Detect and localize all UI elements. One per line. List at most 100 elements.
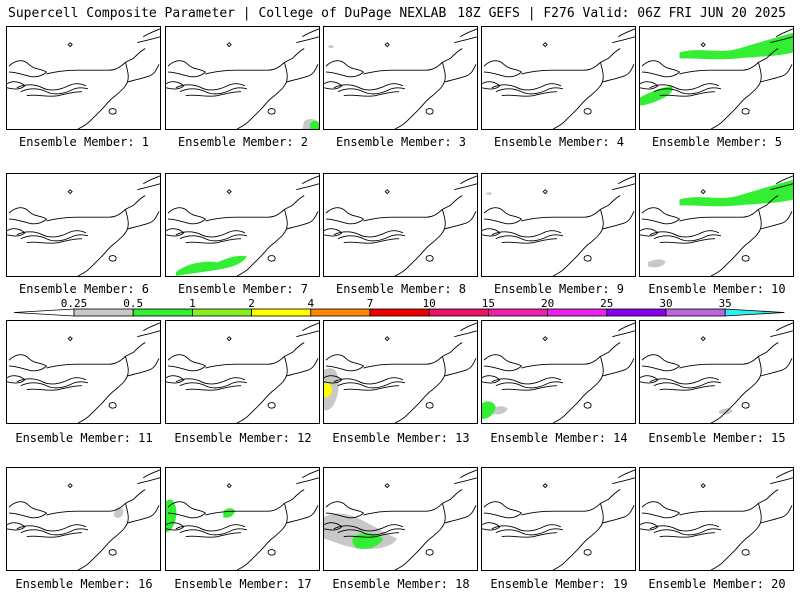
parameter-shading [482, 401, 496, 420]
parameter-shading [166, 499, 177, 533]
color-scale-segment [724, 308, 785, 317]
color-scale-tick-label: 25 [600, 297, 614, 310]
ensemble-member-label: Ensemble Member: 3 [335, 135, 467, 149]
color-scale-segment [665, 308, 726, 317]
ensemble-member-label: Ensemble Member: 15 [648, 431, 786, 445]
ensemble-member-label: Ensemble Member: 7 [177, 282, 309, 296]
ensemble-member-label: Ensemble Member: 14 [490, 431, 628, 445]
ensemble-member-map [639, 26, 794, 130]
ensemble-member-label: Ensemble Member: 6 [18, 282, 150, 296]
ensemble-member-map [639, 320, 794, 424]
ensemble-member-map [639, 173, 794, 277]
color-scale-tick-label: 7 [366, 297, 374, 310]
coastline-outline [324, 28, 477, 129]
coastline-outline [7, 469, 160, 570]
coastline-outline [640, 28, 793, 129]
color-scale-tick-label: 15 [481, 297, 496, 310]
color-scale-tick-label: 35 [718, 297, 732, 310]
ensemble-member-label: Ensemble Member: 19 [490, 577, 628, 591]
color-scale-tick-label: 10 [422, 297, 436, 310]
parameter-shading [175, 255, 247, 276]
ensemble-member-label: Ensemble Member: 9 [493, 282, 625, 296]
ensemble-member-label: Ensemble Member: 11 [15, 431, 153, 445]
coastline-outline [482, 175, 635, 276]
color-scale-tick-label: 0.25 [60, 297, 88, 310]
ensemble-member-map [165, 26, 320, 130]
ensemble-member-label: Ensemble Member: 20 [648, 577, 786, 591]
coastline-outline [166, 28, 319, 129]
coastline-outline [640, 469, 793, 570]
color-scale-segment [251, 308, 312, 317]
ensemble-member-map [165, 173, 320, 277]
color-scale-segment [132, 308, 193, 317]
parameter-shading [223, 508, 236, 518]
ensemble-member-map [481, 467, 636, 571]
ensemble-member-map [323, 467, 478, 571]
parameter-shading [647, 259, 666, 268]
color-scale-tick-label: 4 [307, 297, 315, 310]
coastline-outline [640, 322, 793, 423]
ensemble-member-label: Ensemble Member: 5 [651, 135, 783, 149]
color-scale-segment [547, 308, 608, 317]
coastline-outline [166, 175, 319, 276]
parameter-shading [324, 383, 332, 398]
coastline-outline [7, 175, 160, 276]
ensemble-member-map [6, 320, 161, 424]
coastline-outline [7, 28, 160, 129]
color-scale-segment [73, 308, 134, 317]
coastline-outline [482, 469, 635, 570]
color-scale-segment [606, 308, 667, 317]
color-scale-tick-label: 20 [540, 297, 555, 310]
ensemble-member-label: Ensemble Member: 17 [174, 577, 312, 591]
parameter-shading [327, 45, 334, 49]
ensemble-member-label: Ensemble Member: 10 [648, 282, 786, 296]
coastline-outline [324, 469, 477, 570]
ensemble-member-map [165, 320, 320, 424]
color-scale-tick-label: 30 [659, 297, 673, 310]
color-scale-segment [191, 308, 252, 317]
color-scale-bar [13, 308, 785, 317]
map-title: Supercell Composite Parameter | College … [8, 6, 447, 21]
ensemble-member-map [6, 467, 161, 571]
ensemble-member-label: Ensemble Member: 1 [18, 135, 150, 149]
coastline-outline [482, 28, 635, 129]
parameter-shading [718, 408, 733, 415]
parameter-shading [679, 32, 793, 60]
ensemble-member-map [639, 467, 794, 571]
coastline-outline [166, 469, 319, 570]
ensemble-member-map [6, 173, 161, 277]
ensemble-member-label: Ensemble Member: 16 [15, 577, 153, 591]
ensemble-member-map [323, 26, 478, 130]
parameter-shading [679, 179, 793, 207]
coastline-outline [482, 322, 635, 423]
ensemble-member-label: Ensemble Member: 13 [332, 431, 470, 445]
ensemble-member-map [323, 173, 478, 277]
coastline-outline [324, 175, 477, 276]
parameter-shading [485, 192, 492, 196]
ensemble-member-label: Ensemble Member: 18 [332, 577, 470, 591]
ensemble-member-map [165, 467, 320, 571]
color-scale-segment [310, 308, 371, 317]
ensemble-member-label: Ensemble Member: 2 [177, 135, 309, 149]
ensemble-member-map [6, 26, 161, 130]
coastline-outline [640, 175, 793, 276]
color-scale-segment [487, 308, 548, 317]
color-scale-tick-label: 2 [248, 297, 255, 310]
color-scale-segment [428, 308, 489, 317]
color-scale-low-end [13, 308, 75, 317]
valid-time-title: 18Z GEFS | F276 Valid: 06Z FRI JUN 20 20… [457, 6, 786, 21]
ensemble-member-label: Ensemble Member: 8 [335, 282, 467, 296]
ensemble-member-map [323, 320, 478, 424]
color-scale-tick-label: 1 [189, 297, 196, 310]
ensemble-member-label: Ensemble Member: 4 [493, 135, 625, 149]
ensemble-member-map [481, 173, 636, 277]
ensemble-member-map [481, 320, 636, 424]
parameter-shading [640, 85, 673, 106]
coastline-outline [324, 322, 477, 423]
ensemble-member-label: Ensemble Member: 12 [174, 431, 312, 445]
coastline-outline [7, 322, 160, 423]
coastline-outline [166, 322, 319, 423]
color-scale-segment [369, 308, 430, 317]
color-scale-tick-label: 0.5 [123, 297, 144, 310]
parameter-shading [310, 120, 319, 129]
